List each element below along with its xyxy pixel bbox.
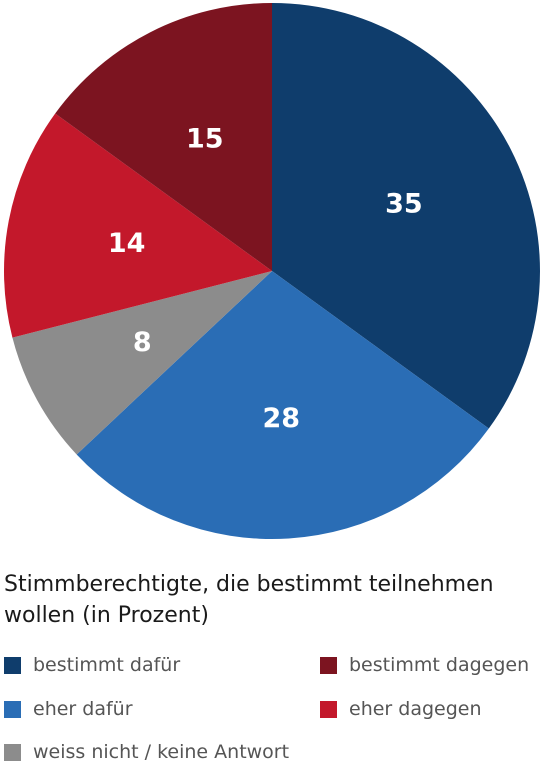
legend-label: bestimmt dagegen (349, 654, 530, 676)
legend-item-weiss-nicht: weiss nicht / keine Antwort (4, 740, 289, 764)
chart-title: Stimmberechtigte, die bestimmt teilnehme… (4, 572, 494, 628)
pie-slice-label-1: 28 (263, 403, 301, 434)
legend-label: bestimmt dafür (33, 654, 181, 676)
legend-swatch (4, 743, 21, 761)
legend-swatch (320, 656, 337, 674)
pie-slice-2 (12, 271, 273, 455)
pie-slice-1 (76, 271, 489, 539)
pie-slice-label-0: 35 (385, 188, 423, 219)
legend-label: eher dagegen (349, 698, 482, 720)
pie-slice-4 (55, 3, 273, 271)
pie-chart: 35 28 8 14 15 (4, 3, 540, 539)
legend-swatch (4, 700, 21, 718)
legend-label: eher dafür (33, 698, 133, 720)
legend-swatch (320, 700, 337, 718)
pie-slice-3 (4, 113, 273, 338)
legend-item-eher-dagegen: eher dagegen (320, 697, 482, 721)
legend-item-bestimmt-dagegen: bestimmt dagegen (320, 653, 529, 677)
legend-label: weiss nicht / keine Antwort (33, 741, 290, 763)
legend-item-eher-dafuer: eher dafür (4, 697, 133, 721)
legend-swatch (4, 656, 21, 674)
pie-slice-label-4: 15 (186, 124, 224, 155)
pie-slice-0 (272, 3, 540, 429)
pie-slice-label-3: 14 (108, 228, 146, 259)
pie-slice-label-2: 8 (133, 327, 152, 358)
legend-item-bestimmt-dafuer: bestimmt dafür (4, 653, 180, 677)
